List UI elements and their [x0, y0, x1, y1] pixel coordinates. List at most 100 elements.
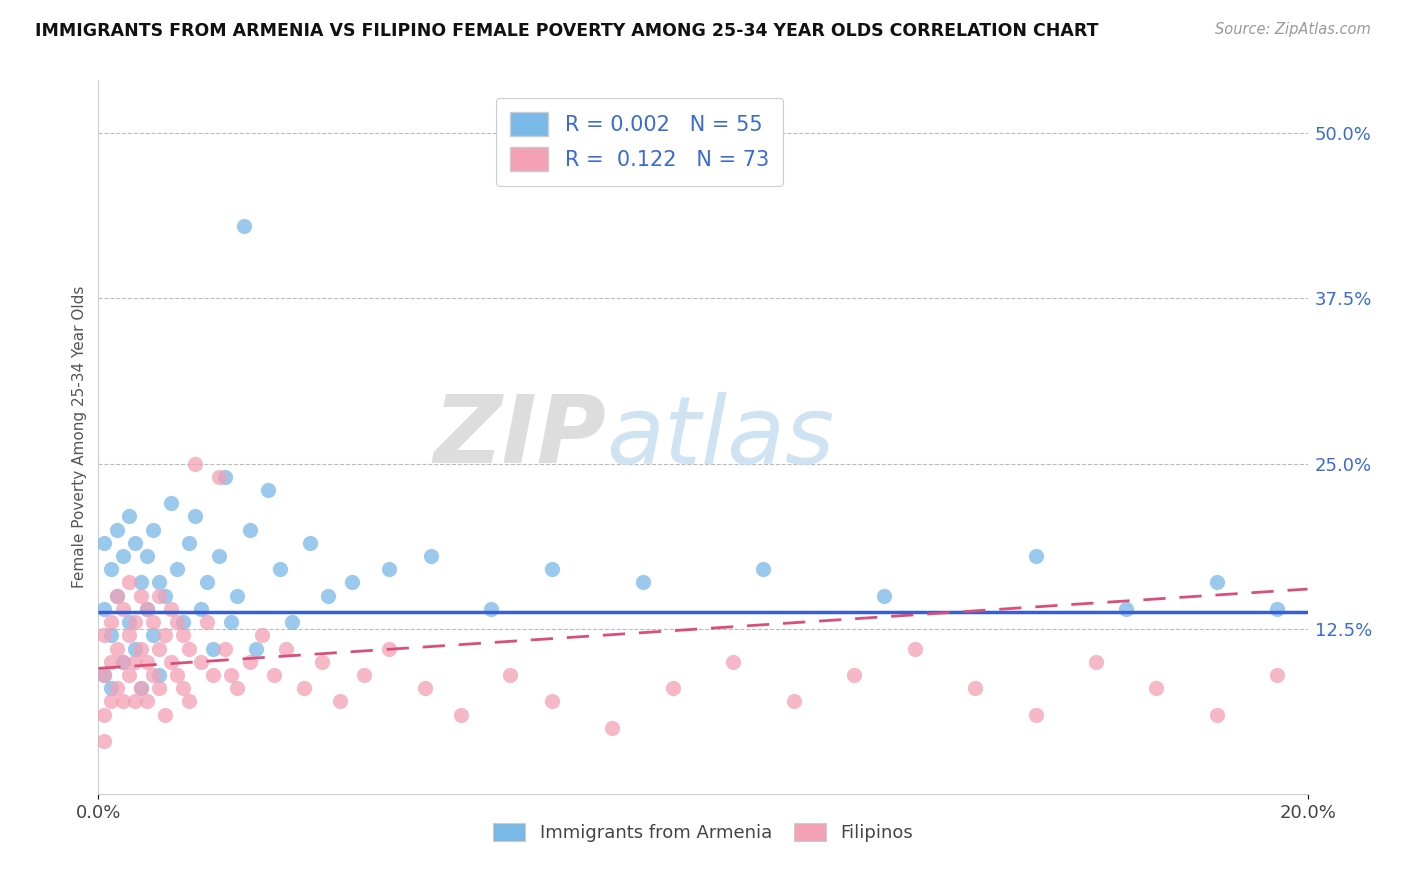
Point	[226, 589, 249, 603]
Point	[232, 219, 254, 233]
Point	[105, 641, 128, 656]
Point	[377, 562, 399, 576]
Point	[184, 509, 207, 524]
Point	[602, 721, 624, 735]
Point	[353, 668, 375, 682]
Point	[179, 641, 201, 656]
Point	[1115, 602, 1137, 616]
Point	[160, 602, 183, 616]
Point	[142, 523, 165, 537]
Text: ZIP: ZIP	[433, 391, 606, 483]
Point	[129, 575, 152, 590]
Point	[153, 589, 176, 603]
Point	[142, 615, 165, 629]
Point	[239, 655, 262, 669]
Point	[135, 602, 157, 616]
Point	[208, 549, 231, 563]
Point	[281, 615, 304, 629]
Point	[124, 694, 146, 708]
Point	[100, 562, 122, 576]
Point	[214, 641, 236, 656]
Point	[179, 694, 201, 708]
Point	[299, 536, 322, 550]
Point	[166, 615, 188, 629]
Point	[873, 589, 896, 603]
Point	[100, 655, 122, 669]
Point	[540, 562, 562, 576]
Point	[190, 602, 212, 616]
Point	[250, 628, 273, 642]
Point	[292, 681, 315, 695]
Point	[783, 694, 806, 708]
Point	[1024, 707, 1046, 722]
Point	[105, 589, 128, 603]
Point	[1144, 681, 1167, 695]
Point	[274, 641, 297, 656]
Point	[148, 575, 170, 590]
Point	[100, 681, 122, 695]
Point	[148, 681, 170, 695]
Point	[142, 628, 165, 642]
Point	[93, 536, 115, 550]
Text: Source: ZipAtlas.com: Source: ZipAtlas.com	[1215, 22, 1371, 37]
Point	[450, 707, 472, 722]
Point	[118, 575, 141, 590]
Point	[226, 681, 249, 695]
Point	[195, 575, 218, 590]
Point	[111, 655, 134, 669]
Legend: Immigrants from Armenia, Filipinos: Immigrants from Armenia, Filipinos	[485, 815, 921, 849]
Point	[93, 628, 115, 642]
Point	[93, 602, 115, 616]
Point	[129, 681, 152, 695]
Point	[844, 668, 866, 682]
Point	[100, 615, 122, 629]
Point	[184, 457, 207, 471]
Point	[481, 602, 503, 616]
Point	[904, 641, 927, 656]
Point	[263, 668, 285, 682]
Point	[105, 681, 128, 695]
Point	[111, 655, 134, 669]
Point	[179, 536, 201, 550]
Point	[661, 681, 683, 695]
Point	[148, 589, 170, 603]
Point	[166, 668, 188, 682]
Point	[190, 655, 212, 669]
Point	[93, 734, 115, 748]
Point	[172, 615, 194, 629]
Point	[221, 615, 243, 629]
Point	[540, 694, 562, 708]
Point	[100, 694, 122, 708]
Point	[129, 589, 152, 603]
Point	[153, 707, 176, 722]
Point	[111, 549, 134, 563]
Point	[498, 668, 520, 682]
Point	[93, 668, 115, 682]
Point	[166, 562, 188, 576]
Point	[111, 694, 134, 708]
Point	[148, 668, 170, 682]
Point	[1024, 549, 1046, 563]
Point	[172, 681, 194, 695]
Point	[118, 615, 141, 629]
Point	[329, 694, 352, 708]
Point	[142, 668, 165, 682]
Point	[1267, 602, 1289, 616]
Point	[342, 575, 364, 590]
Point	[160, 496, 183, 510]
Point	[202, 641, 225, 656]
Point	[420, 549, 443, 563]
Point	[221, 668, 243, 682]
Point	[124, 641, 146, 656]
Text: IMMIGRANTS FROM ARMENIA VS FILIPINO FEMALE POVERTY AMONG 25-34 YEAR OLDS CORRELA: IMMIGRANTS FROM ARMENIA VS FILIPINO FEMA…	[35, 22, 1098, 40]
Point	[153, 628, 176, 642]
Point	[124, 615, 146, 629]
Point	[1206, 707, 1229, 722]
Point	[135, 694, 157, 708]
Point	[148, 641, 170, 656]
Point	[214, 469, 236, 483]
Point	[105, 523, 128, 537]
Point	[631, 575, 654, 590]
Point	[1206, 575, 1229, 590]
Point	[723, 655, 745, 669]
